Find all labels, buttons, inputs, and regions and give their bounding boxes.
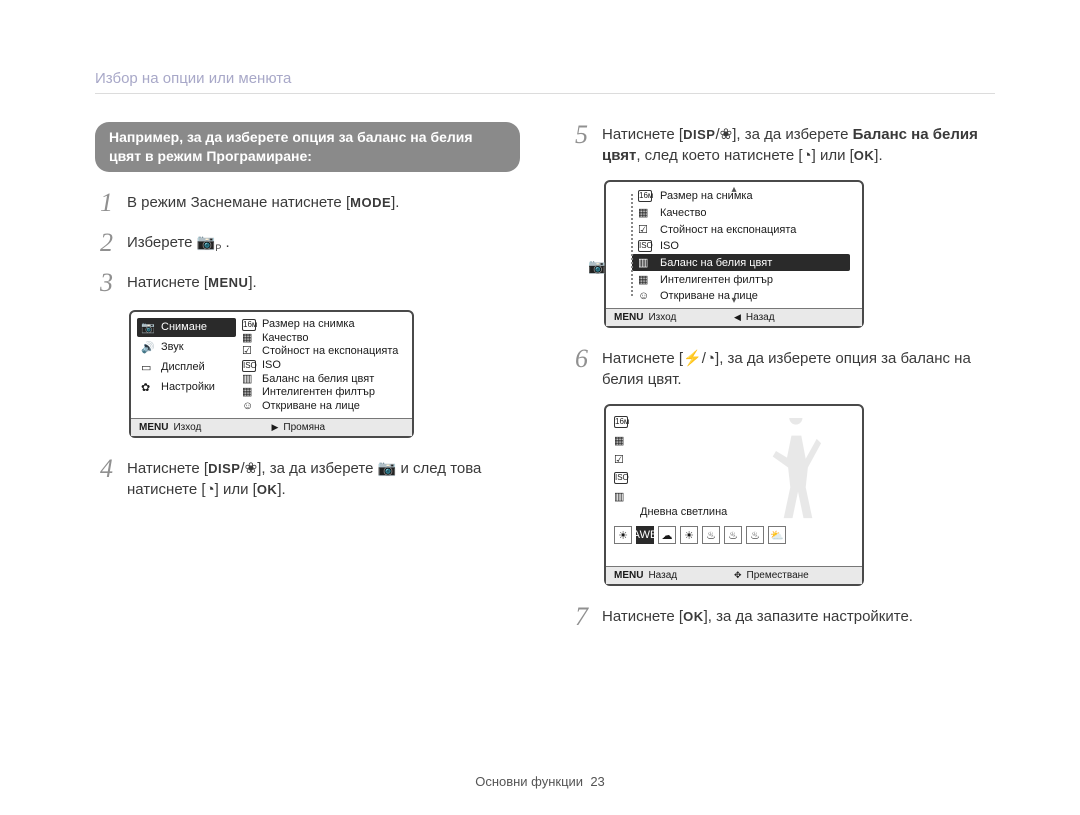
two-columns: Например, за да изберете опция за баланс…: [95, 122, 995, 644]
step-7: 7 Натиснете [OK], за да запазите настрой…: [570, 604, 995, 630]
step-text: Изберете 📷P .: [127, 230, 230, 255]
lcd1-items: 16мРазмер на снимка ▦Качество ☑Стойност …: [236, 312, 412, 418]
tri-right-icon: ▶: [272, 422, 279, 433]
iso-icon: ISO: [614, 472, 628, 484]
lcd3-wb-label: Дневна светлина: [640, 506, 727, 518]
ok-btn-label: OK: [854, 148, 875, 163]
strip-cell: ☀: [680, 526, 698, 544]
tri-left-icon: ◀: [734, 312, 741, 323]
wb-icon: ▥: [242, 374, 256, 386]
mode-btn-label: MODE: [350, 195, 391, 210]
timer-icon: ◔: [803, 147, 812, 164]
step-text: Натиснете [⚡/◔], за да изберете опция за…: [602, 346, 971, 390]
step-5: 5 Натиснете [DISP/❀], за да изберете Бал…: [570, 122, 995, 166]
lcd3-left-icons: 16м ▦ ☑ ISO ▥: [614, 416, 628, 503]
right-column: 5 Натиснете [DISP/❀], за да изберете Бал…: [570, 122, 995, 644]
timer-icon: ◔: [206, 481, 215, 498]
example-pill: Например, за да изберете опция за баланс…: [95, 122, 520, 172]
disp-btn-label: DISP: [208, 461, 240, 476]
move-icon: ✥: [734, 570, 742, 581]
step-3: 3 Натиснете [MENU].: [95, 270, 520, 296]
iso-icon: ISO: [242, 360, 256, 372]
lcd-screenshot-2: ▴ 📷 16мРазмер на снимка ▦Качество ☑Стойн…: [604, 180, 864, 328]
strip-cell: ⛅: [768, 526, 786, 544]
lcd2-footer: MENUИзход ◀Назад: [606, 308, 862, 326]
lcd1-tab-shoot: 📷Снимане: [137, 318, 236, 337]
arrow-down-icon: ▾: [731, 295, 736, 306]
strip-cell-selected: AWB: [636, 526, 654, 544]
step-1: 1 В режим Заснемане натиснете [MODE].: [95, 190, 520, 216]
left-column: Например, за да изберете опция за баланс…: [95, 122, 520, 644]
step-number: 4: [95, 456, 113, 482]
page-footer: Основни функции 23: [0, 774, 1080, 789]
flower-icon: ❀: [720, 126, 733, 143]
face-icon: ☺: [638, 290, 652, 302]
ok-btn-label: OK: [683, 609, 704, 624]
strip-cell: ☁: [658, 526, 676, 544]
step-number: 7: [570, 604, 588, 630]
step-number: 6: [570, 346, 588, 372]
step-6: 6 Натиснете [⚡/◔], за да изберете опция …: [570, 346, 995, 390]
step-number: 5: [570, 122, 588, 148]
lcd-screenshot-3: 16м ▦ ☑ ISO ▥ Дневна светлина ☀ AWB ☁ ☀ …: [604, 404, 864, 586]
gear-icon: ✿: [141, 381, 155, 394]
step-text: Натиснете [DISP/❀], за да изберете Балан…: [602, 122, 978, 166]
exposure-icon: ☑: [638, 223, 652, 236]
exposure-icon: ☑: [614, 453, 628, 466]
disp-btn-label: DISP: [683, 127, 715, 142]
filter-icon: ▦: [638, 273, 652, 286]
step-number: 1: [95, 190, 113, 216]
quality-icon: ▦: [638, 206, 652, 219]
strip-cell: ☀: [614, 526, 632, 544]
timer-icon: ◔: [706, 350, 715, 367]
arrow-up-icon: ▴: [731, 184, 736, 195]
camera-icon: 📷: [588, 258, 605, 275]
step-4: 4 Натиснете [DISP/❀], за да изберете 📷 и…: [95, 456, 520, 500]
size-icon: 16м: [638, 190, 652, 202]
step-text: Натиснете [MENU].: [127, 270, 257, 293]
filter-icon: ▦: [242, 387, 256, 399]
exposure-icon: ☑: [242, 346, 256, 358]
lcd-screenshot-1: 📷Снимане 🔊Звук ▭Дисплей ✿Настройки 16мРа…: [129, 310, 414, 438]
face-icon: ☺: [242, 401, 256, 413]
lcd3-strip: ☀ AWB ☁ ☀ ♨ ♨ ♨ ⛅: [614, 526, 854, 544]
menu-btn-label: MENU: [208, 275, 248, 290]
step-text: В режим Заснемане натиснете [MODE].: [127, 190, 399, 213]
strip-cell: ♨: [746, 526, 764, 544]
silhouette-icon: [760, 418, 836, 528]
lcd2-selected-row: ▥Баланс на белия цвят: [632, 254, 850, 271]
sound-icon: 🔊: [141, 341, 155, 354]
strip-cell: ♨: [702, 526, 720, 544]
lcd1-tabs: 📷Снимане 🔊Звук ▭Дисплей ✿Настройки: [131, 312, 236, 418]
step-number: 2: [95, 230, 113, 256]
lcd1-tab-display: ▭Дисплей: [137, 358, 236, 377]
wb-icon: ▥: [638, 256, 652, 269]
lcd1-tab-sound: 🔊Звук: [137, 338, 236, 357]
flash-icon: ⚡: [683, 350, 702, 367]
camera-icon: 📷: [378, 460, 397, 477]
step-text: Натиснете [DISP/❀], за да изберете 📷 и с…: [127, 456, 481, 500]
size-icon: 16м: [614, 416, 628, 428]
lcd1-tab-settings: ✿Настройки: [137, 378, 236, 397]
camera-p-icon: 📷P: [197, 232, 222, 255]
quality-icon: ▦: [614, 434, 628, 447]
step-number: 3: [95, 270, 113, 296]
display-icon: ▭: [141, 361, 155, 374]
size-icon: 16м: [242, 319, 256, 331]
strip-cell: ♨: [724, 526, 742, 544]
step-2: 2 Изберете 📷P .: [95, 230, 520, 256]
flower-icon: ❀: [245, 460, 258, 477]
quality-icon: ▦: [242, 333, 256, 345]
wb-icon: ▥: [614, 490, 628, 503]
ok-btn-label: OK: [257, 482, 278, 497]
lcd1-footer: MENUИзход ▶Промяна: [131, 418, 412, 436]
page-header: Избор на опции или менюта: [95, 70, 995, 94]
step-text: Натиснете [OK], за да запазите настройки…: [602, 604, 913, 627]
camera-icon: 📷: [141, 321, 155, 334]
lcd3-footer: MENUНазад ✥Преместване: [606, 566, 862, 584]
iso-icon: ISO: [638, 240, 652, 252]
